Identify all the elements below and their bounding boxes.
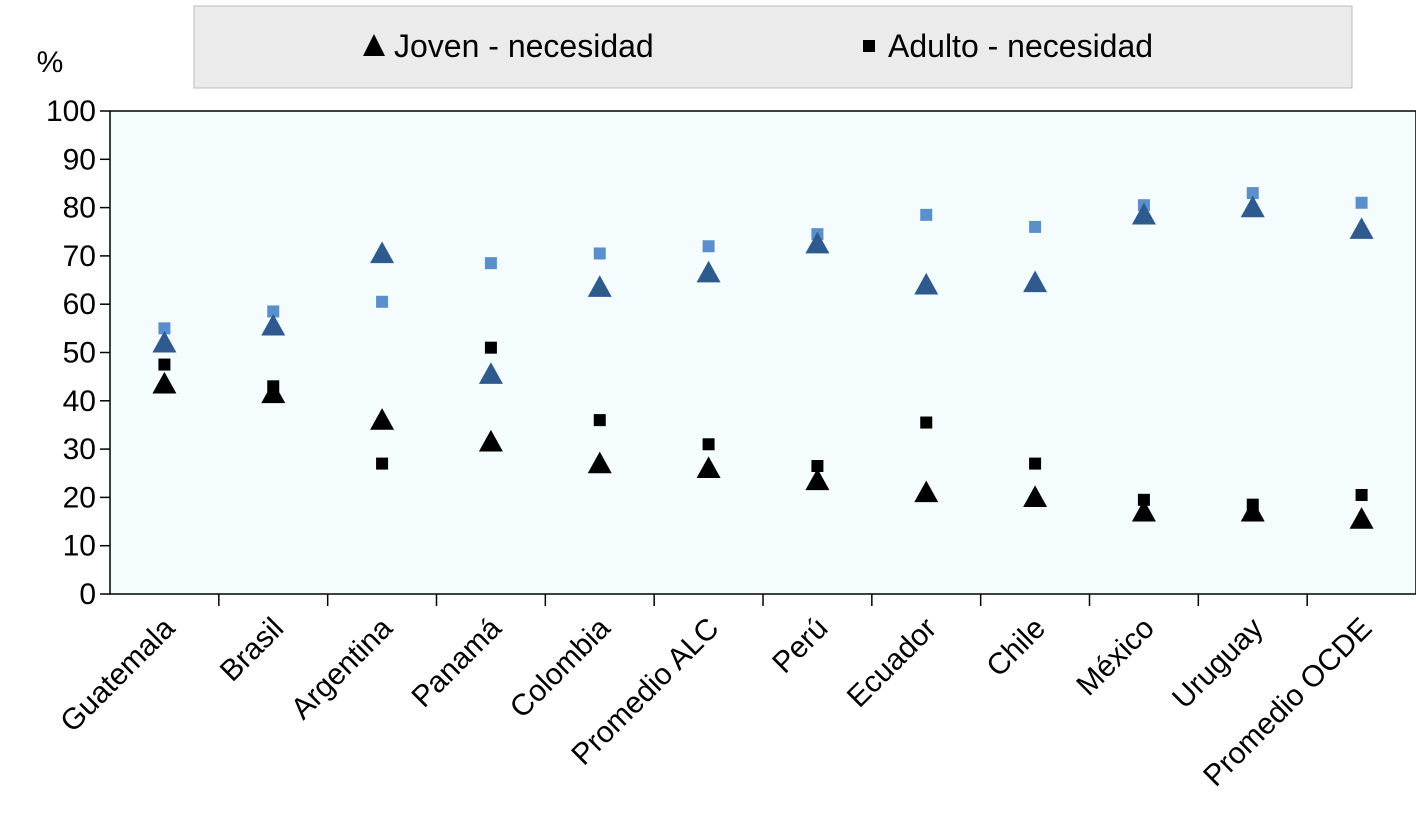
y-tick-label: 60 bbox=[63, 288, 96, 321]
square-point-3-10 bbox=[1246, 187, 1259, 200]
triangle-point-0-3 bbox=[478, 429, 503, 452]
square-point-1-8 bbox=[1029, 457, 1042, 470]
data-points bbox=[152, 187, 1374, 529]
plot-area bbox=[109, 110, 1416, 595]
square-point-1-7 bbox=[920, 416, 933, 429]
x-tick-label: Brasil bbox=[214, 612, 290, 688]
square-point-1-6 bbox=[811, 460, 824, 473]
square-point-1-11 bbox=[1355, 488, 1368, 501]
triangle-point-0-5 bbox=[696, 456, 721, 479]
triangle-point-0-8 bbox=[1023, 485, 1048, 507]
triangle-point-0-11 bbox=[1349, 507, 1374, 529]
square-point-3-5 bbox=[702, 240, 715, 253]
triangle-point-0-1 bbox=[261, 381, 286, 404]
legend-triangle-marker bbox=[363, 34, 385, 56]
y-tick-label: 80 bbox=[63, 192, 96, 225]
square-point-1-5 bbox=[702, 438, 715, 451]
x-tick-label: Ecuador bbox=[841, 612, 943, 714]
x-tick-label: Chile bbox=[980, 612, 1052, 684]
triangle-point-0-6 bbox=[805, 468, 830, 491]
y-tick-label: 10 bbox=[63, 530, 96, 563]
square-point-3-1 bbox=[267, 305, 280, 318]
triangle-point-0-7 bbox=[914, 480, 939, 503]
triangle-point-2-4 bbox=[587, 275, 612, 297]
square-point-3-0 bbox=[158, 322, 171, 335]
x-tick-label: Guatemala bbox=[54, 611, 181, 738]
x-tick-label: Uruguay bbox=[1166, 612, 1270, 716]
y-tick-label: 30 bbox=[63, 433, 96, 466]
triangle-point-2-8 bbox=[1023, 270, 1048, 293]
triangle-point-2-10 bbox=[1240, 195, 1265, 218]
triangle-point-2-5 bbox=[696, 260, 721, 283]
square-point-1-0 bbox=[158, 358, 171, 371]
triangle-point-0-2 bbox=[370, 408, 395, 430]
y-axis-label: % bbox=[37, 46, 64, 79]
legend-label: Adulto - necesidad bbox=[888, 28, 1153, 64]
x-tick-label: Colombia bbox=[504, 611, 617, 724]
square-point-3-11 bbox=[1355, 196, 1368, 209]
square-point-1-3 bbox=[484, 341, 497, 354]
y-tick-label: 0 bbox=[79, 578, 96, 611]
x-tick-label: Argentina bbox=[285, 611, 399, 725]
square-point-3-7 bbox=[920, 208, 933, 221]
triangle-point-0-4 bbox=[587, 451, 612, 474]
square-point-3-4 bbox=[593, 247, 606, 260]
legend: Joven - necesidad Adulto - necesidad bbox=[193, 5, 1353, 89]
legend-box bbox=[193, 5, 1353, 89]
triangle-point-0-9 bbox=[1131, 499, 1156, 522]
legend-square-marker bbox=[863, 40, 875, 52]
triangle-point-0-10 bbox=[1240, 499, 1265, 522]
square-point-3-2 bbox=[376, 295, 389, 308]
triangle-point-2-11 bbox=[1349, 217, 1374, 239]
triangle-point-0-0 bbox=[152, 371, 177, 394]
square-point-1-2 bbox=[376, 457, 389, 470]
y-axis: 0 10 20 30 40 50 60 70 80 90 100 bbox=[46, 95, 110, 611]
triangle-point-2-0 bbox=[152, 330, 177, 353]
y-tick-label: 20 bbox=[63, 481, 96, 514]
y-tick-label: 70 bbox=[63, 240, 96, 273]
square-point-3-8 bbox=[1029, 220, 1042, 233]
y-tick-label: 50 bbox=[63, 337, 96, 370]
y-tick-label: 100 bbox=[46, 95, 96, 128]
square-point-3-3 bbox=[484, 257, 497, 270]
triangle-point-2-2 bbox=[370, 241, 395, 264]
y-tick-label: 40 bbox=[63, 385, 96, 418]
x-tick-label: Panamá bbox=[406, 611, 509, 714]
x-tick-label: Perú bbox=[766, 612, 834, 680]
square-point-1-4 bbox=[593, 414, 606, 427]
square-point-1-9 bbox=[1137, 493, 1150, 506]
triangle-point-2-1 bbox=[261, 313, 286, 336]
triangle-point-2-9 bbox=[1131, 202, 1156, 225]
triangle-point-2-6 bbox=[805, 231, 830, 254]
legend-label: Joven - necesidad bbox=[394, 28, 654, 64]
y-tick-label: 90 bbox=[63, 143, 96, 176]
triangle-point-2-3 bbox=[478, 362, 503, 384]
triangle-point-2-7 bbox=[914, 272, 939, 295]
x-tick-label: México bbox=[1070, 612, 1161, 703]
